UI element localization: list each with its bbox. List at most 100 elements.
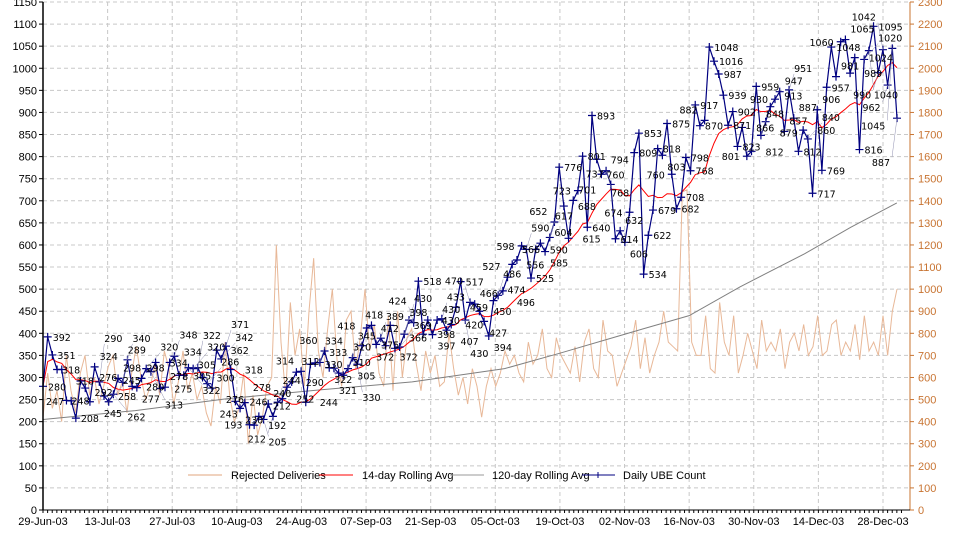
daily-data-label: 496 bbox=[517, 298, 535, 309]
data-labels: 2803923513183182482472082922762453242902… bbox=[46, 13, 903, 449]
daily-point-marker bbox=[207, 384, 216, 393]
daily-data-label: 1040 bbox=[874, 91, 898, 102]
daily-point-marker bbox=[362, 324, 371, 333]
daily-data-label: 244 bbox=[283, 376, 301, 387]
daily-data-label: 1042 bbox=[852, 13, 876, 24]
avg120-line bbox=[42, 202, 898, 420]
left-tick-label: 550 bbox=[19, 262, 37, 274]
daily-point-marker bbox=[822, 83, 831, 92]
label-leader-line bbox=[465, 320, 471, 349]
daily-point-marker bbox=[545, 233, 554, 242]
daily-point-marker bbox=[109, 390, 118, 399]
daily-data-label: 334 bbox=[170, 358, 188, 369]
daily-data-label: 212 bbox=[248, 434, 266, 445]
label-leader-line bbox=[605, 170, 612, 188]
daily-data-label: 466 bbox=[480, 289, 498, 300]
daily-data-label: 320 bbox=[207, 343, 225, 354]
daily-point-marker bbox=[222, 342, 230, 351]
daily-data-label: 887 bbox=[872, 158, 890, 169]
daily-point-marker bbox=[320, 346, 329, 355]
daily-data-label: 412 bbox=[381, 324, 399, 335]
label-leader-line bbox=[408, 306, 414, 323]
daily-point-marker bbox=[339, 371, 348, 380]
daily-data-label: 245 bbox=[123, 376, 141, 387]
x-tick-label: 24-Aug-03 bbox=[276, 516, 327, 528]
daily-data-label: 679 bbox=[658, 206, 676, 217]
daily-point-marker bbox=[602, 166, 611, 175]
daily-point-marker bbox=[442, 326, 451, 335]
right-tick-label: 1500 bbox=[918, 174, 942, 186]
label-leader-line bbox=[887, 48, 893, 121]
label-leader-line bbox=[788, 73, 795, 90]
daily-point-marker bbox=[658, 151, 667, 160]
x-tick-label: 29-Jun-03 bbox=[18, 516, 68, 528]
daily-point-marker bbox=[677, 193, 686, 202]
legend-label-avg14: 14-day Rolling Avg bbox=[362, 470, 454, 482]
daily-data-label: 212 bbox=[273, 401, 291, 412]
daily-data-label: 737 bbox=[586, 169, 604, 180]
daily-data-label: 360 bbox=[299, 336, 317, 347]
daily-data-label: 688 bbox=[578, 202, 596, 213]
daily-point-marker bbox=[85, 397, 94, 406]
daily-point-marker bbox=[775, 87, 784, 96]
daily-data-label: 848 bbox=[766, 109, 784, 120]
daily-data-label: 407 bbox=[461, 337, 479, 348]
daily-data-label: 240 bbox=[273, 389, 291, 400]
left-tick-label: 0 bbox=[31, 505, 37, 517]
label-leader-line bbox=[882, 84, 888, 103]
right-tick-label: 1900 bbox=[918, 85, 942, 97]
daily-data-label: 345 bbox=[358, 332, 376, 343]
daily-data-label: 939 bbox=[728, 91, 746, 102]
daily-point-marker bbox=[386, 321, 395, 330]
daily-point-marker bbox=[367, 321, 376, 330]
x-tick-label: 05-Oct-03 bbox=[471, 516, 520, 528]
x-tick-label: 13-Jul-03 bbox=[85, 516, 131, 528]
daily-point-marker bbox=[165, 358, 174, 367]
daily-point-marker bbox=[728, 107, 737, 116]
daily-point-marker bbox=[475, 307, 484, 316]
daily-point-marker bbox=[287, 377, 296, 386]
daily-point-marker bbox=[653, 144, 662, 153]
daily-point-marker bbox=[592, 155, 601, 164]
daily-point-marker bbox=[808, 189, 817, 198]
daily-point-marker bbox=[43, 332, 52, 341]
daily-data-label: 333 bbox=[329, 348, 347, 359]
daily-point-marker bbox=[95, 377, 104, 386]
daily-data-label: 816 bbox=[864, 146, 882, 157]
daily-point-marker bbox=[663, 119, 672, 128]
daily-data-label: 292 bbox=[95, 388, 113, 399]
label-leader-line bbox=[188, 367, 203, 385]
daily-data-label: 389 bbox=[386, 312, 404, 323]
daily-data-label: 258 bbox=[118, 392, 136, 403]
label-leader-line bbox=[347, 352, 354, 369]
daily-point-marker bbox=[348, 353, 357, 362]
daily-data-label: 320 bbox=[353, 343, 371, 354]
daily-data-label: 433 bbox=[447, 293, 465, 304]
daily-point-marker bbox=[846, 69, 855, 78]
label-leader-line bbox=[267, 416, 274, 434]
daily-data-label: 280 bbox=[146, 382, 164, 393]
daily-data-label: 902 bbox=[738, 108, 756, 119]
legend: Rejected Deliveries 14-day Rolling Avg 1… bbox=[188, 470, 706, 482]
daily-data-label: 585 bbox=[550, 259, 568, 270]
daily-data-label: 322 bbox=[203, 331, 221, 342]
daily-data-label: 566 bbox=[522, 245, 540, 256]
label-leader-line bbox=[207, 367, 222, 384]
daily-data-label: 208 bbox=[81, 414, 99, 425]
daily-data-label: 305 bbox=[198, 360, 216, 371]
daily-data-label: 362 bbox=[231, 346, 249, 357]
daily-point-marker bbox=[447, 320, 456, 329]
left-tick-label: 1150 bbox=[13, 0, 37, 9]
daily-data-label: 823 bbox=[742, 142, 760, 153]
daily-point-marker bbox=[128, 382, 137, 391]
label-leader-line bbox=[277, 386, 283, 403]
label-leader-line bbox=[357, 364, 363, 393]
daily-data-label: 604 bbox=[554, 228, 572, 239]
daily-point-marker bbox=[250, 421, 259, 430]
daily-point-marker bbox=[301, 398, 310, 407]
daily-point-marker bbox=[719, 91, 728, 100]
daily-data-label: 330 bbox=[362, 393, 380, 404]
daily-data-label: 392 bbox=[53, 333, 71, 344]
daily-data-label: 818 bbox=[663, 145, 681, 156]
left-tick-label: 800 bbox=[19, 152, 37, 164]
